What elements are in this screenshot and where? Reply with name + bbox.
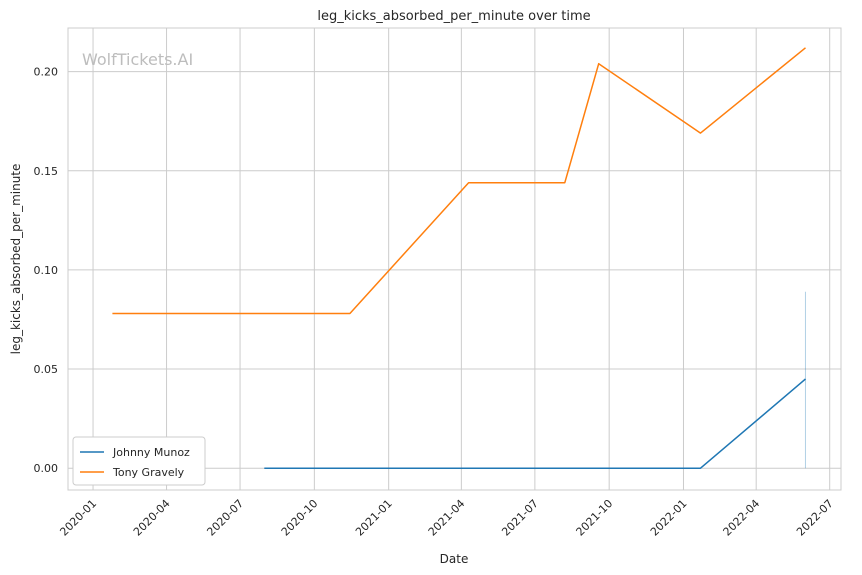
x-tick-label: 2022-01	[648, 497, 690, 539]
x-tick-label: 2021-04	[426, 497, 468, 539]
x-tick-label: 2020-07	[204, 497, 246, 539]
x-tick-label: 2022-04	[721, 497, 763, 539]
x-tick-label: 2020-01	[57, 497, 99, 539]
x-tick-label: 2022-07	[794, 497, 836, 539]
watermark: WolfTickets.AI	[82, 50, 193, 69]
plot-area	[67, 27, 842, 491]
legend-label-johnny-munoz: Johnny Munoz	[112, 446, 190, 459]
series-line-johnny-munoz	[264, 378, 806, 469]
series-line-tony-gravely	[112, 47, 806, 315]
legend-box	[72, 436, 206, 486]
x-axis-label: Date	[440, 552, 469, 566]
series-lines	[112, 47, 806, 469]
x-tick-labels: 2020-01 2020-04 2020-07 2020-10 2021-01 2021-…	[57, 497, 835, 539]
y-tick-label: 0.05	[34, 363, 59, 376]
legend-label-tony-gravely: Tony Gravely	[112, 466, 185, 479]
y-tick-labels: 0.00 0.05 0.10 0.15 0.20	[34, 66, 59, 476]
y-tick-label: 0.20	[34, 66, 59, 79]
x-tick-label: 2021-01	[353, 497, 395, 539]
grid	[68, 28, 841, 490]
legend: Johnny Munoz Tony Gravely	[72, 436, 206, 486]
y-axis-label: leg_kicks_absorbed_per_minute	[9, 164, 23, 355]
x-tick-label: 2021-10	[574, 497, 616, 539]
chart-title: leg_kicks_absorbed_per_minute over time	[317, 9, 590, 24]
x-tick-label: 2021-07	[499, 497, 541, 539]
x-tick-label: 2020-04	[131, 497, 173, 539]
y-tick-label: 0.00	[34, 462, 59, 475]
y-tick-label: 0.15	[34, 165, 59, 178]
y-tick-label: 0.10	[34, 264, 59, 277]
x-tick-label: 2020-10	[279, 497, 321, 539]
